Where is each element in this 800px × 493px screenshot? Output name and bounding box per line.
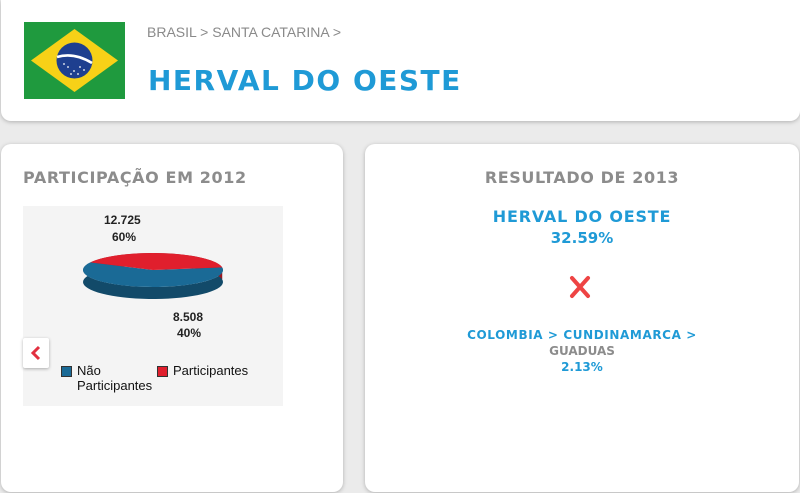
- legend-item-participantes: Participantes: [157, 363, 248, 378]
- result-title: RESULTADO DE 2013: [484, 168, 680, 187]
- label-value-participantes: 8.508: [173, 310, 203, 324]
- city2-name[interactable]: GUADUAS: [549, 344, 615, 358]
- brazil-flag: [24, 22, 125, 99]
- pie-slice-1: [90, 252, 223, 270]
- chevron-left-icon: [30, 345, 41, 361]
- participation-title: PARTICIPAÇÃO EM 2012: [23, 168, 247, 187]
- participation-card: PARTICIPAÇÃO EM 2012 12.725 60% 8.508 40…: [1, 144, 343, 492]
- legend-swatch-nao: [61, 366, 72, 377]
- city2-percent: 2.13%: [561, 360, 603, 374]
- pie-chart: 12.725 60% 8.508 40%: [83, 213, 224, 340]
- pie-side-0: [83, 262, 223, 299]
- label-pct-participantes: 40%: [177, 326, 201, 340]
- city1-name[interactable]: HERVAL DO OESTE: [492, 207, 672, 226]
- header-card: BRASIL > SANTA CATARINA > HERVAL DO OEST…: [1, 0, 800, 121]
- legend-label-part: Participantes: [173, 363, 249, 378]
- city1-percent: 32.59%: [550, 229, 614, 247]
- participation-chart: 12.725 60% 8.508 40% Não Participantes P…: [23, 206, 283, 406]
- breadcrumb-text[interactable]: BRASIL > SANTA CATARINA >: [147, 24, 341, 40]
- legend-label-nao: Não Participantes: [77, 363, 153, 393]
- breadcrumb[interactable]: BRASIL > SANTA CATARINA >: [147, 24, 341, 40]
- prev-button[interactable]: [23, 338, 49, 368]
- page-title: HERVAL DO OESTE: [148, 64, 462, 97]
- label-pct-nao-participantes: 60%: [112, 230, 136, 244]
- pie-slice-0: [83, 262, 224, 287]
- city2-breadcrumb[interactable]: COLOMBIA > CUNDINAMARCA >: [467, 328, 697, 342]
- x-icon: [570, 276, 590, 298]
- legend-item-nao-participantes: Não Participantes: [61, 363, 153, 393]
- result-card: RESULTADO DE 2013 HERVAL DO OESTE 32.59%…: [365, 144, 799, 492]
- label-value-nao-participantes: 12.725: [104, 213, 141, 227]
- legend-swatch-part: [157, 366, 168, 377]
